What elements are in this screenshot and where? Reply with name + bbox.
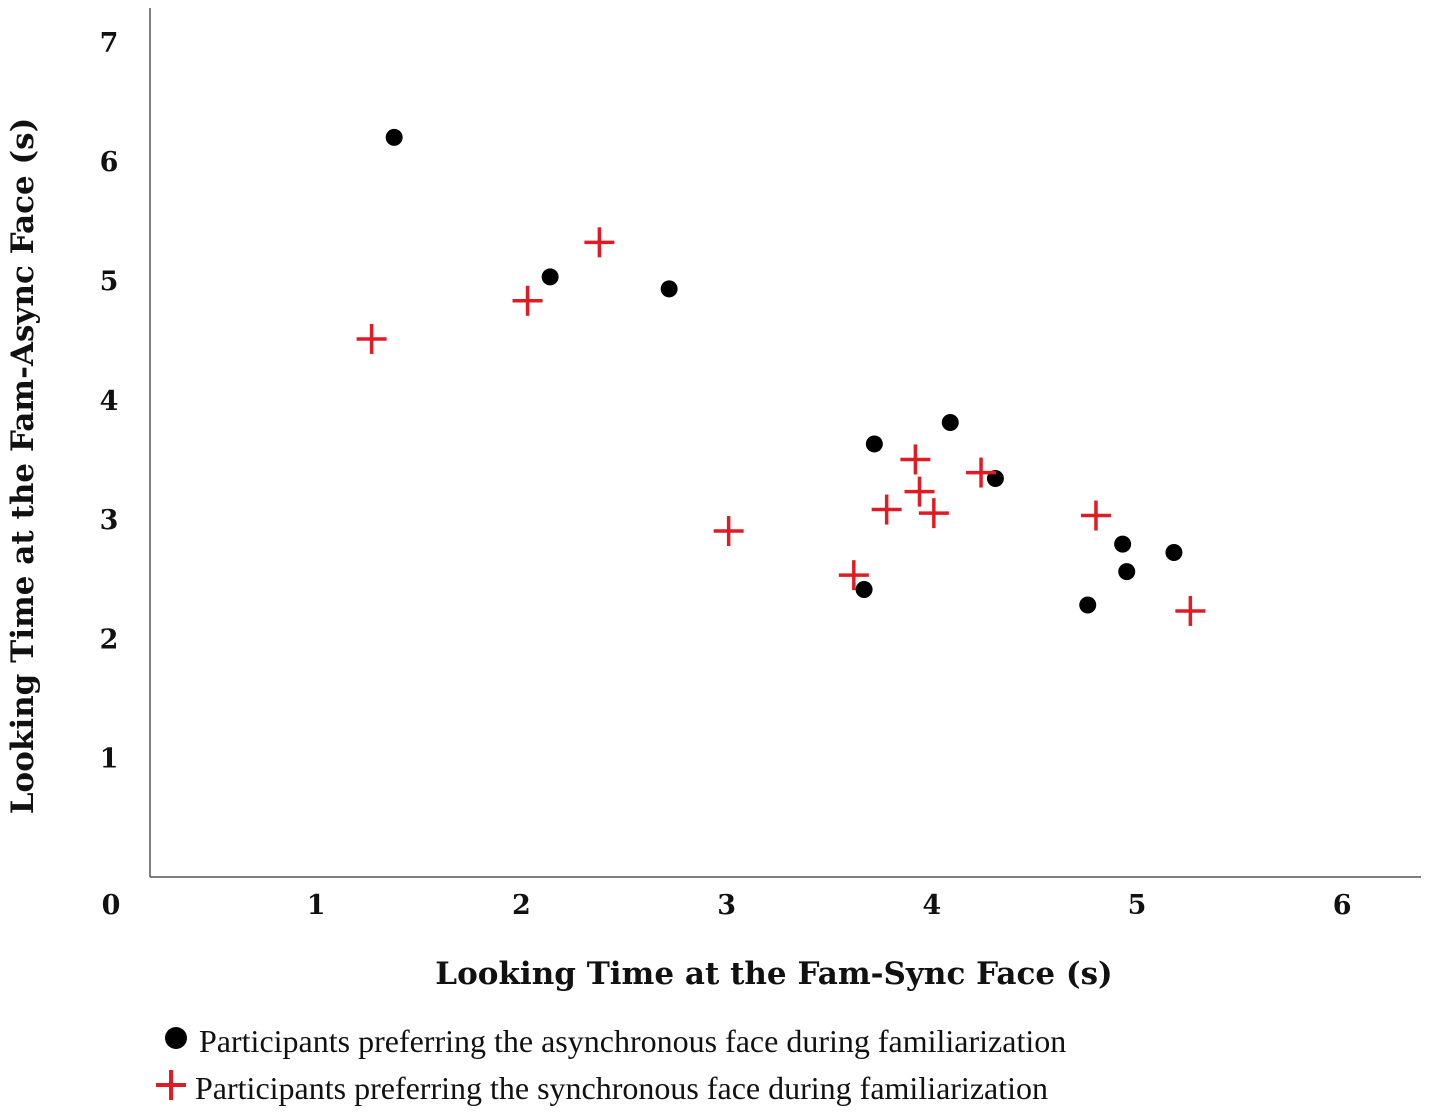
sync-preference-point (871, 494, 902, 525)
sync-preference-point (918, 498, 949, 529)
async-preference-point (385, 128, 403, 146)
x-tick-label: 3 (717, 890, 736, 921)
legend: Participants preferring the asynchronous… (156, 1023, 1066, 1106)
y-tick-label: 1 (100, 744, 119, 775)
legend-label-sync: Participants preferring the synchronous … (195, 1070, 1048, 1106)
data-points (356, 128, 1206, 626)
y-tick-labels: 1 2 3 4 5 6 7 (100, 28, 119, 775)
y-tick-label: 7 (100, 28, 119, 59)
x-tick-label: 1 (307, 890, 326, 921)
x-tick-label: 4 (922, 890, 941, 921)
sync-preference-point (838, 560, 869, 591)
async-preference-point (1165, 544, 1183, 562)
async-preference-point (1114, 535, 1132, 553)
legend-circle-marker (165, 1027, 187, 1049)
async-preference-point (865, 435, 883, 453)
x-tick-label: 5 (1128, 890, 1147, 921)
axes (149, 8, 1421, 878)
y-tick-label: 3 (100, 505, 119, 536)
x-tick-label: 0 (102, 890, 121, 921)
async-preference-point (660, 280, 678, 298)
sync-preference-point (1175, 595, 1206, 626)
sync-preference-point (1080, 500, 1111, 531)
async-preference-point (855, 580, 873, 598)
sync-preference-point (512, 285, 543, 316)
x-tick-label: 6 (1333, 890, 1352, 921)
sync-preference-point (966, 457, 997, 488)
async-preference-point (1118, 563, 1136, 581)
async-preference-point (941, 413, 959, 431)
sync-preference-point (900, 444, 931, 475)
y-tick-label: 4 (100, 386, 119, 417)
legend-label-async: Participants preferring the asynchronous… (199, 1023, 1066, 1059)
y-axis-title: Looking Time at the Fam-Async Face (s) (5, 118, 41, 815)
y-tick-label: 2 (100, 624, 119, 655)
sync-preference-point (584, 227, 615, 258)
sync-preference-point (713, 516, 744, 547)
sync-preference-point (356, 323, 387, 354)
x-tick-label: 2 (512, 890, 531, 921)
sync-preference-point (904, 476, 935, 507)
async-preference-point (541, 268, 559, 286)
async-preference-point (1079, 596, 1097, 614)
x-axis-title: Looking Time at the Fam-Sync Face (s) (435, 956, 1112, 992)
x-tick-labels: 0 1 2 3 4 5 6 (102, 890, 1352, 921)
y-tick-label: 5 (100, 267, 119, 298)
y-tick-label: 6 (100, 147, 119, 178)
